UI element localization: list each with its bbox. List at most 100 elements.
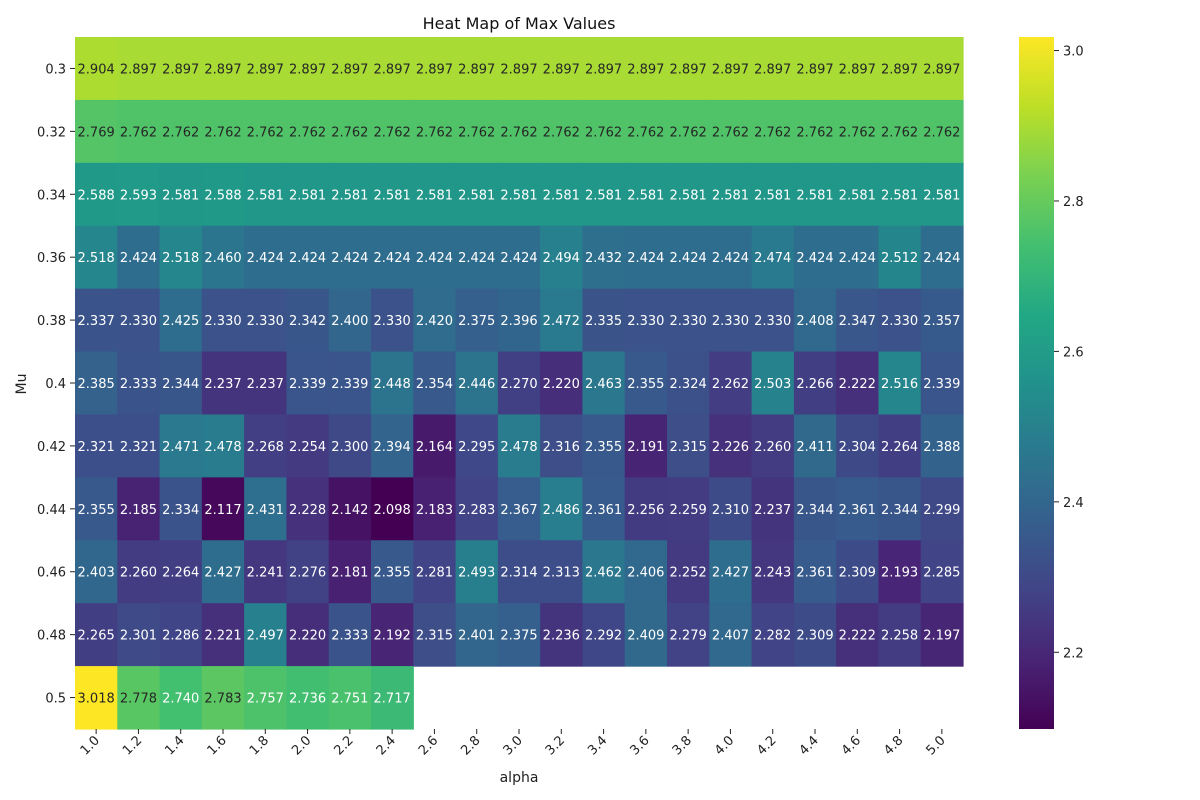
heatmap-cell: [920, 162, 964, 227]
cell-value-label: 2.424: [289, 251, 326, 266]
x-tick-label: 3.4: [585, 733, 610, 758]
heatmap-cell: [667, 37, 710, 101]
heatmap-cell: [75, 37, 118, 101]
heatmap-cell: [920, 225, 964, 290]
cell-value-label: 2.330: [670, 314, 707, 329]
heatmap-cell: [667, 225, 710, 290]
heatmap-cell: [540, 225, 584, 290]
cell-value-label: 2.897: [120, 62, 157, 77]
heatmap-cell: [286, 666, 330, 730]
heatmap-cell: [624, 603, 668, 667]
heatmap-cell: [878, 603, 922, 667]
heatmap-cell: [667, 162, 710, 227]
cell-value-label: 2.897: [881, 62, 918, 77]
x-tick-label: 3.8: [670, 733, 695, 758]
cell-value-label: 2.424: [627, 251, 664, 266]
heatmap-cell: [836, 414, 880, 478]
heatmap-cell: [413, 477, 457, 541]
cell-value-label: 2.474: [754, 251, 791, 266]
y-tick-label: 0.4: [45, 377, 66, 392]
heatmap-cell: [920, 477, 964, 541]
colorbar-tick-label: 2.6: [1063, 345, 1084, 360]
cell-value-label: 2.762: [923, 125, 960, 140]
heatmap-cell: [878, 414, 922, 478]
heatmap-cell: [836, 37, 880, 101]
heatmap-cell: [497, 414, 541, 478]
cell-value-label: 2.282: [754, 629, 791, 644]
heatmap-cell: [920, 414, 964, 478]
y-tick-label: 0.46: [37, 566, 66, 581]
cell-value-label: 2.375: [458, 314, 495, 329]
heatmap-cell: [328, 37, 372, 101]
heatmap-cell: [793, 603, 837, 667]
y-tick-label: 0.5: [45, 692, 66, 707]
cell-value-label: 2.337: [78, 314, 115, 329]
heatmap-cell: [497, 225, 541, 290]
cell-value-label: 2.276: [289, 566, 326, 581]
heatmap-cell: [582, 351, 626, 416]
cell-value-label: 2.304: [839, 440, 876, 455]
x-tick-label: 3.2: [543, 733, 568, 758]
heatmap-cell: [540, 540, 584, 604]
heatmap-cell: [836, 225, 880, 290]
cell-value-label: 2.897: [670, 62, 707, 77]
cell-value-label: 2.260: [120, 566, 157, 581]
cell-value-label: 2.897: [500, 62, 537, 77]
cell-value-label: 2.197: [923, 629, 960, 644]
cell-value-label: 2.388: [923, 440, 960, 455]
cell-value-label: 2.904: [78, 62, 115, 77]
x-tick-label: 4.8: [881, 733, 906, 758]
cell-value-label: 2.266: [796, 377, 833, 392]
heatmap-cell: [455, 414, 499, 478]
heatmap-cell: [709, 540, 753, 604]
cell-value-label: 2.222: [839, 377, 876, 392]
y-tick-label: 0.38: [37, 314, 66, 329]
heatmap-cell: [328, 225, 372, 290]
heatmap-cell: [244, 477, 288, 541]
cell-value-label: 2.762: [416, 125, 453, 140]
cell-value-label: 2.279: [670, 629, 707, 644]
cell-value-label: 2.241: [247, 566, 284, 581]
cell-value-label: 2.478: [500, 440, 537, 455]
heatmap-cell: [540, 477, 584, 541]
cell-value-label: 2.183: [416, 503, 453, 518]
heatmap-cell: [667, 351, 710, 416]
cell-value-label: 2.330: [247, 314, 284, 329]
cell-value-label: 2.736: [289, 692, 326, 707]
heatmap-cell: [244, 540, 288, 604]
y-tick-label: 0.36: [37, 251, 66, 266]
heatmap-cell: [413, 603, 457, 667]
heatmap-cell: [920, 288, 964, 353]
heatmap-cell: [836, 162, 880, 227]
heatmap-cell: [540, 288, 584, 353]
heatmap-cell: [709, 162, 753, 227]
heatmap-cell: [624, 225, 668, 290]
heatmap-cell: [540, 99, 584, 164]
cell-value-label: 2.897: [289, 62, 326, 77]
cell-value-label: 2.310: [712, 503, 749, 518]
cell-value-label: 2.330: [120, 314, 157, 329]
cell-value-label: 2.581: [796, 188, 833, 203]
heatmap-cell: [878, 225, 922, 290]
cell-value-label: 2.394: [374, 440, 411, 455]
chart-title: Heat Map of Max Values: [423, 14, 616, 33]
heatmap-cell: [117, 37, 161, 101]
cell-value-label: 2.424: [416, 251, 453, 266]
cell-value-label: 2.762: [585, 125, 622, 140]
cell-value-label: 2.315: [670, 440, 707, 455]
cell-value-label: 2.424: [458, 251, 495, 266]
heatmap-cell: [117, 351, 161, 416]
cell-value-label: 2.593: [120, 188, 157, 203]
heatmap-cell: [117, 162, 161, 227]
heatmap-cell: [413, 540, 457, 604]
cell-value-label: 2.309: [796, 629, 833, 644]
heatmap-cell: [497, 37, 541, 101]
heatmap-cell: [793, 414, 837, 478]
heatmap-cell: [286, 540, 330, 604]
cell-value-label: 2.497: [247, 629, 284, 644]
heatmap-cell: [371, 99, 414, 164]
heatmap-cell: [836, 477, 880, 541]
y-tick-label: 0.32: [37, 125, 66, 140]
heatmap-cell: [667, 603, 710, 667]
